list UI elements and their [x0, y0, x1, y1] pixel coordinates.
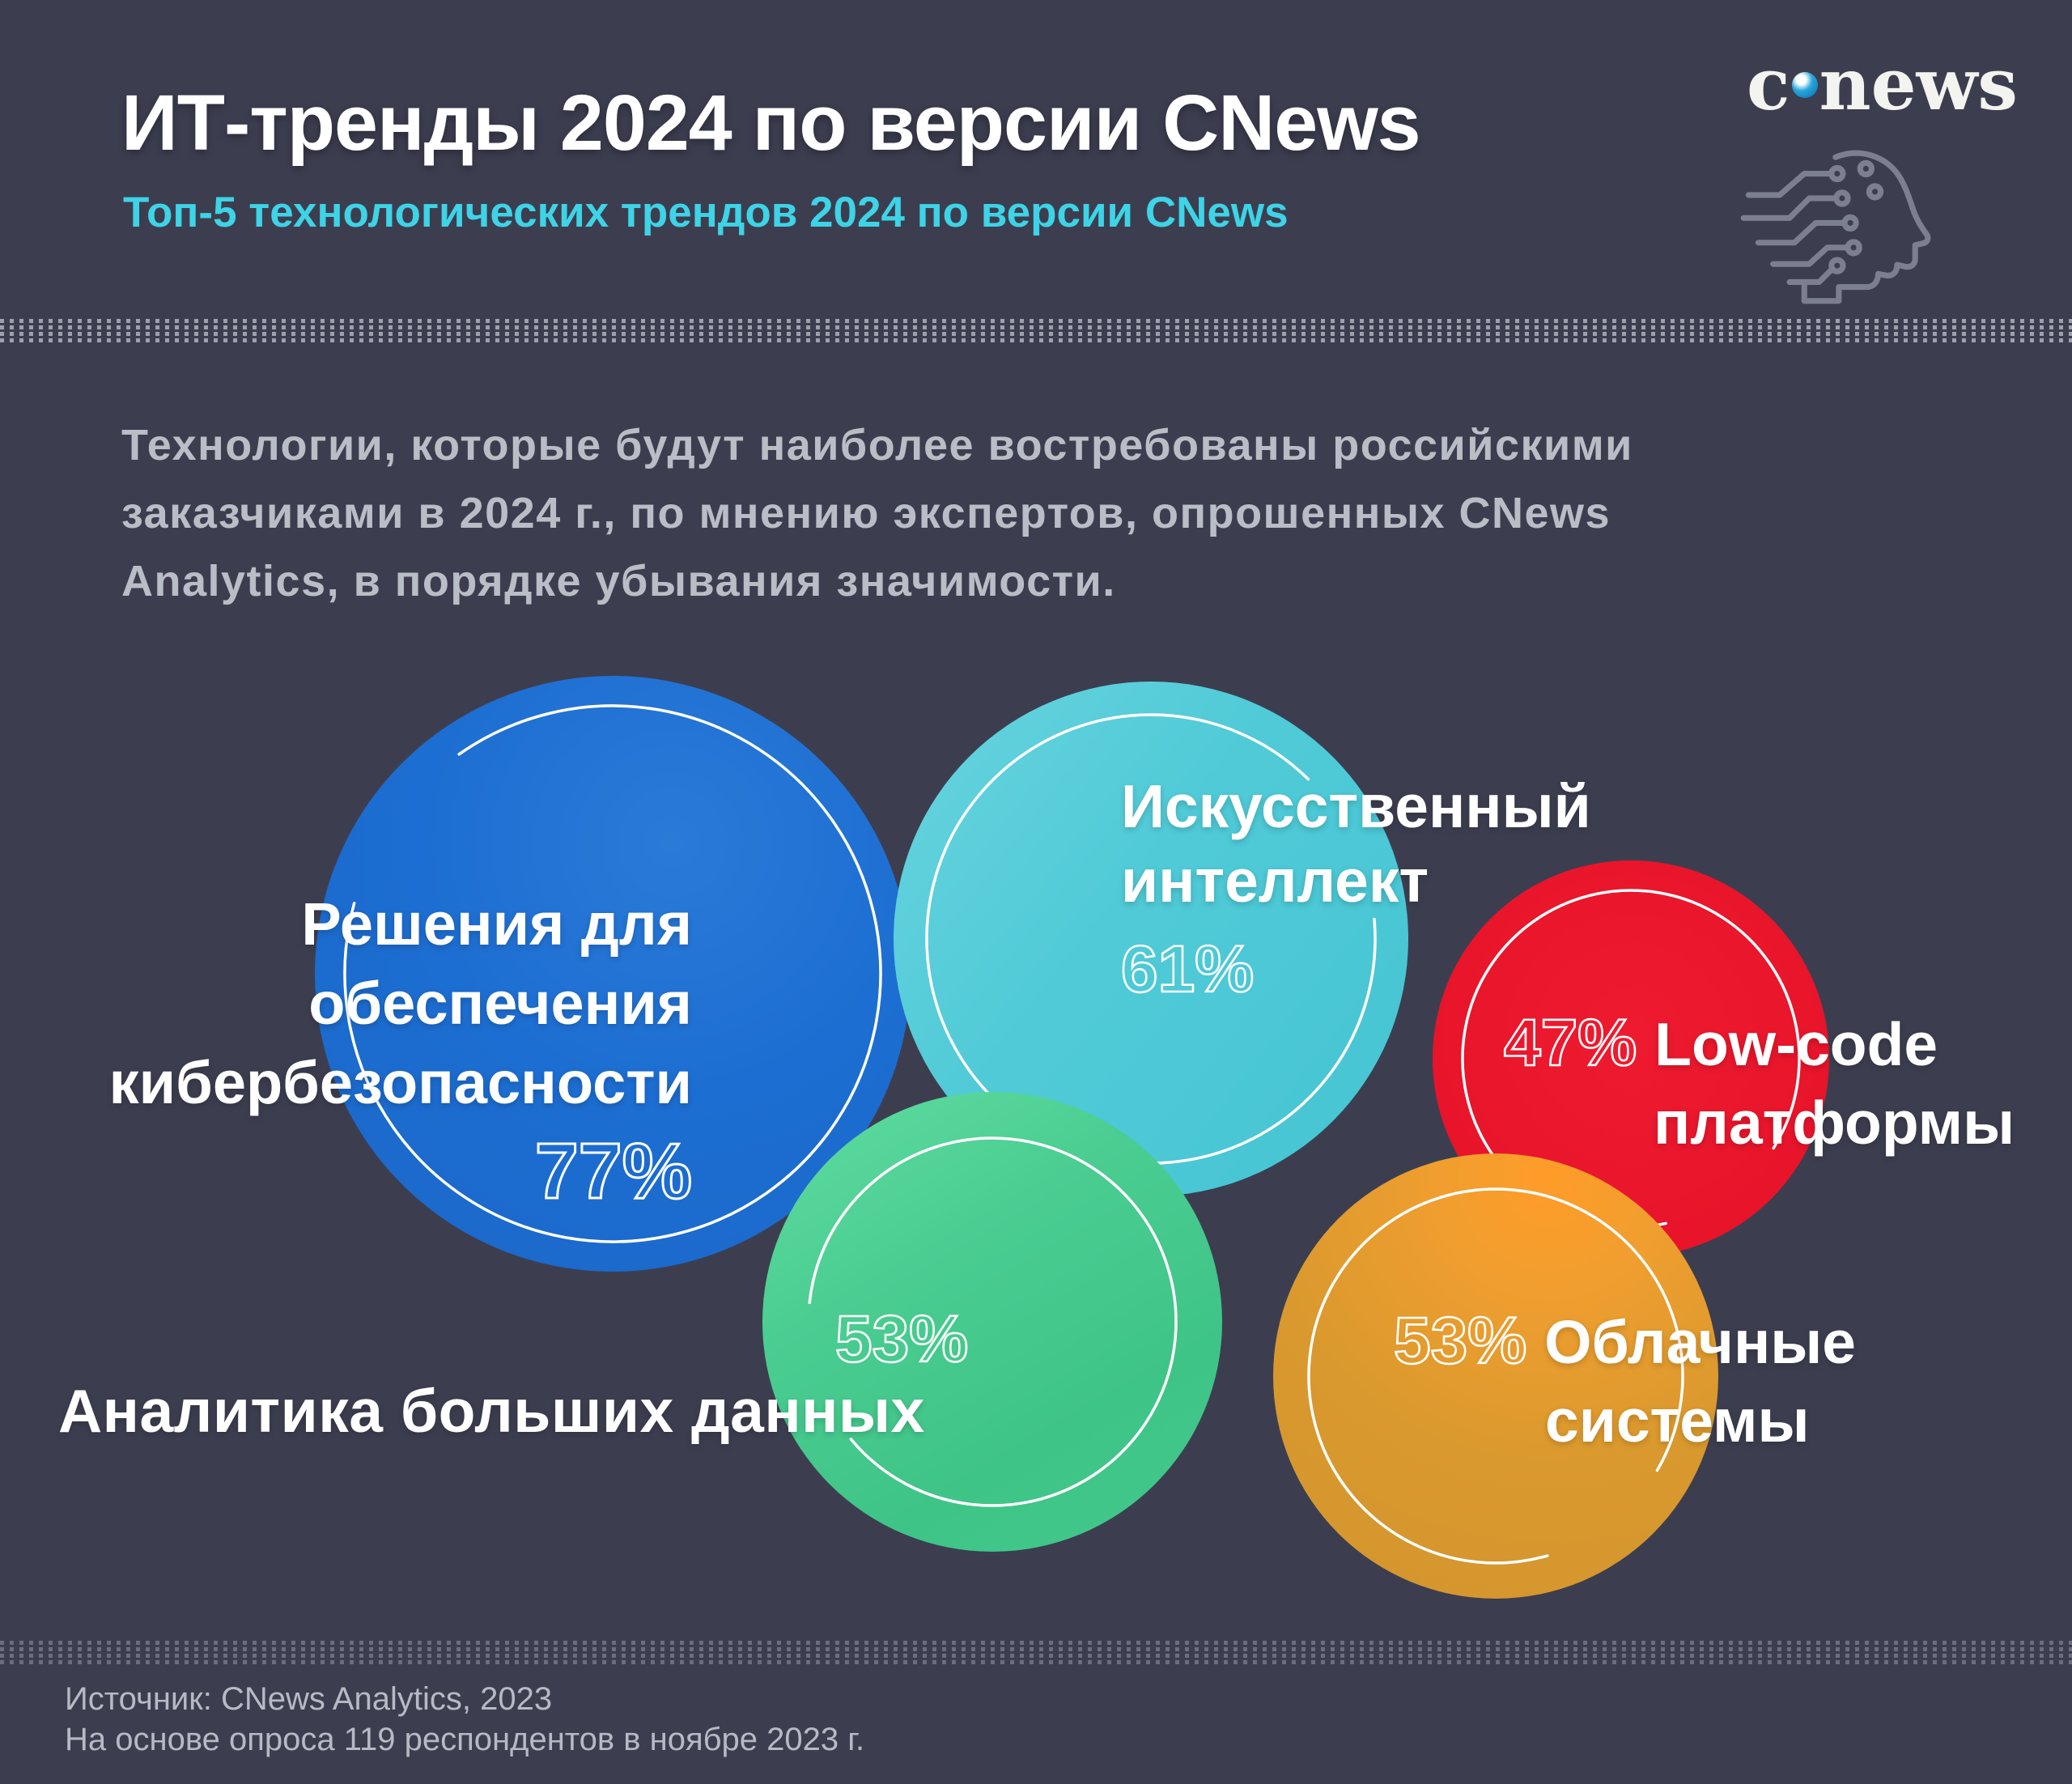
- source-line1: Источник: CNews Analytics, 2023: [65, 1681, 553, 1717]
- cybersecurity-value: 77%: [533, 1126, 693, 1216]
- cloud-value: 53%: [1393, 1303, 1528, 1379]
- bottom-dotted-separator: [0, 1641, 2072, 1667]
- top-dotted-separator: [0, 319, 2072, 345]
- ai-label-line1: Искусственный: [1121, 772, 1591, 840]
- intro-paragraph: Технологии, которые будут наиболее востр…: [121, 421, 1633, 606]
- cybersecurity-label: Решения для обеспечения кибербезопасност…: [45, 885, 694, 1216]
- cnews-logo: c news: [1747, 42, 2018, 126]
- cybersecurity-label-line2: обеспечения: [308, 970, 692, 1037]
- cloud-label-line2: системы: [1545, 1387, 1810, 1455]
- bubble-cloud: [1273, 1153, 1718, 1599]
- source-note: Источник: CNews Analytics, 2023 На основ…: [65, 1679, 864, 1760]
- bubble-lowcode-ring: [1461, 889, 1801, 1229]
- bubble-cybersecurity-ring: [343, 704, 882, 1243]
- page-subtitle: Топ-5 технологических трендов 2024 по ве…: [123, 189, 1289, 236]
- logo-text-news: news: [1819, 42, 2018, 126]
- page-title: ИТ-тренды 2024 по версии CNews: [121, 79, 1421, 167]
- lowcode-value: 47%: [1503, 1005, 1638, 1081]
- cloud-label: 53% Облачные системы: [1393, 1302, 1857, 1460]
- lowcode-label-line2: платформы: [1654, 1089, 2015, 1157]
- bubble-cybersecurity: [315, 676, 911, 1272]
- cybersecurity-label-line3: кибербезопасности: [108, 1049, 692, 1116]
- lowcode-label: 47% Low-code платформы: [1503, 1004, 2015, 1162]
- lowcode-label-line1: Low-code: [1654, 1010, 1938, 1078]
- ai-head-icon: [1740, 150, 1931, 304]
- bigdata-value: 53%: [834, 1302, 970, 1378]
- bubble-bigdata: [762, 1092, 1222, 1552]
- ai-value: 61%: [1120, 932, 1255, 1008]
- bigdata-label: Аналитика больших данных: [58, 1377, 925, 1445]
- ai-label: Искусственный интеллект 61%: [1120, 769, 1591, 1008]
- logo-text-c: c: [1747, 42, 1790, 126]
- logo-dot-icon: [1791, 72, 1818, 98]
- cybersecurity-label-line1: Решения для: [301, 890, 692, 958]
- source-line2: На основе опроса 119 респондентов в нояб…: [65, 1722, 865, 1757]
- cloud-label-line1: Облачные: [1544, 1308, 1857, 1376]
- bubble-cloud-ring: [1307, 1187, 1684, 1565]
- bubble-bigdata-ring: [807, 1136, 1178, 1507]
- bubble-ai-ring: [925, 713, 1377, 1165]
- ai-label-line2: интеллект: [1121, 847, 1429, 915]
